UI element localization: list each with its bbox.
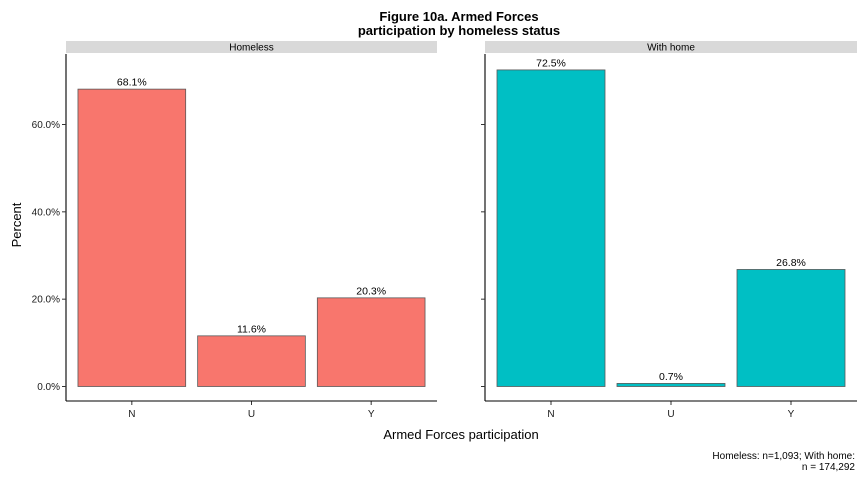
chart-title-line1: Figure 10a. Armed Forces xyxy=(379,9,538,24)
panel-1: With home 72.5% N 0.7% U 26.8% Y xyxy=(481,41,857,420)
data-label: 68.1% xyxy=(117,77,147,89)
data-label: 11.6% xyxy=(237,323,266,335)
bar xyxy=(496,69,606,387)
caption-line2: n = 174,292 xyxy=(802,462,856,473)
caption-line1: Homeless: n=1,093; With home: xyxy=(712,451,855,462)
data-label: 72.5% xyxy=(536,57,566,69)
bar xyxy=(616,383,726,387)
x-tick-label: N xyxy=(547,409,554,420)
facet-strip xyxy=(485,41,857,53)
y-tick-label: 40.0% xyxy=(32,207,60,218)
x-axis-title: Armed Forces participation xyxy=(383,427,538,442)
x-tick-label: U xyxy=(667,409,674,420)
y-tick-label: 20.0% xyxy=(32,295,60,306)
y-axis-title: Percent xyxy=(9,202,24,247)
panel-0: Homeless 68.1% N 11.6% U 20.3% Y 0.0% 20.0% 40.0%… xyxy=(32,41,437,420)
y-tick-label: 60.0% xyxy=(32,120,60,131)
data-label: 26.8% xyxy=(776,257,806,269)
x-tick-label: Y xyxy=(788,409,795,420)
bar xyxy=(316,297,426,387)
y-tick-label: 0.0% xyxy=(37,382,60,393)
x-tick-label: U xyxy=(248,409,255,420)
x-tick-label: Y xyxy=(368,409,375,420)
facet-strip-label: With home xyxy=(647,43,695,54)
bar xyxy=(736,269,846,387)
bar xyxy=(77,88,187,387)
bar xyxy=(197,335,306,387)
x-tick-label: N xyxy=(128,409,135,420)
data-label: 0.7% xyxy=(659,371,683,383)
panels: Homeless 68.1% N 11.6% U 20.3% Y 0.0% 20.0% 40.0%… xyxy=(32,41,857,420)
chart-title-line2: participation by homeless status xyxy=(358,23,560,38)
facet-strip-label: Homeless xyxy=(229,43,273,54)
data-label: 20.3% xyxy=(356,285,386,297)
facet-strip xyxy=(66,41,437,53)
